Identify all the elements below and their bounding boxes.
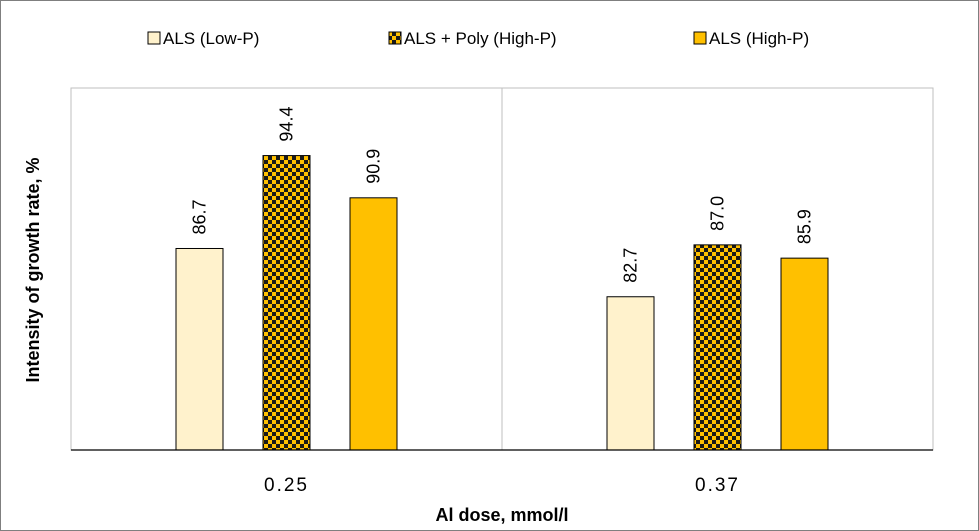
x-tick-labels: 0.25 0.37 <box>264 475 740 496</box>
x-axis-title: Al dose, mmol/l <box>435 505 568 525</box>
value-labels: 86.7 94.4 90.9 82.7 87.0 85.9 <box>190 107 815 283</box>
bar-1-2 <box>780 257 829 451</box>
legend-label-1: ALS + Poly (High-P) <box>404 29 557 48</box>
value-label-1-0: 82.7 <box>621 248 641 283</box>
legend-label-2: ALS (High-P) <box>709 29 809 48</box>
bars <box>175 155 829 451</box>
x-tick-label-1: 0.37 <box>695 475 740 496</box>
bar-0-2 <box>349 197 398 451</box>
legend-swatch-2 <box>693 31 707 45</box>
y-axis-title: Intensity of growth rate, % <box>23 157 43 382</box>
value-label-0-0: 86.7 <box>190 199 210 234</box>
value-label-0-2: 90.9 <box>364 149 384 184</box>
value-label-1-2: 85.9 <box>795 209 815 244</box>
legend-label-0: ALS (Low-P) <box>163 29 259 48</box>
bar-0-0 <box>175 247 224 451</box>
x-tick-label-0: 0.25 <box>264 475 309 496</box>
bar-0-1 <box>262 155 311 451</box>
bar-1-0 <box>606 296 655 451</box>
value-label-1-1: 87.0 <box>708 196 728 231</box>
legend-swatch-1 <box>388 31 402 45</box>
value-label-0-1: 94.4 <box>277 107 297 142</box>
legend-swatch-0 <box>147 31 161 45</box>
legend: ALS (Low-P) ALS + Poly (High-P) ALS (High-… <box>147 29 809 48</box>
bar-1-1 <box>693 244 742 451</box>
